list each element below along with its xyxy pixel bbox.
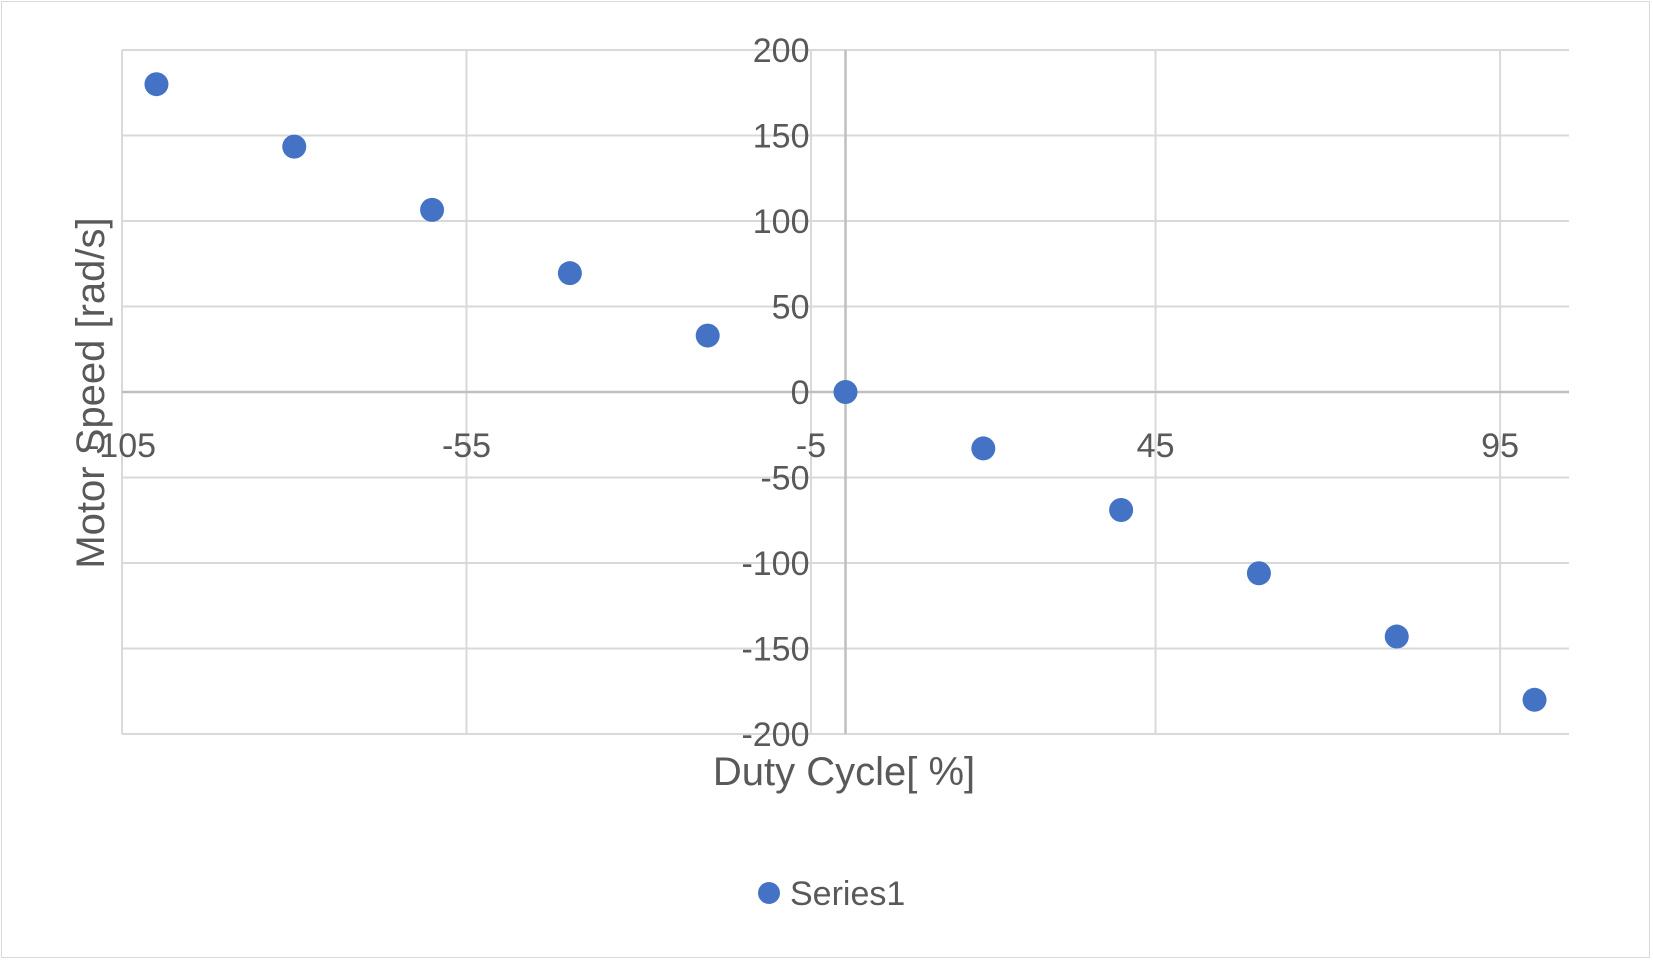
data-points [144, 72, 1547, 712]
y-tick-label: -50 [760, 460, 809, 498]
x-tick-label: -5 [796, 427, 826, 465]
legend-marker [758, 882, 780, 904]
data-point [557, 261, 582, 286]
y-axis-title: Motor Speed [rad/s] [69, 217, 113, 568]
x-tick-label: 95 [1481, 427, 1519, 465]
data-point [1384, 624, 1409, 649]
y-tick-label: -200 [741, 716, 809, 754]
y-tick-label: 100 [753, 203, 810, 241]
data-point [971, 436, 996, 461]
data-point [1522, 687, 1547, 712]
data-point [695, 323, 720, 348]
y-tick-label: -150 [741, 631, 809, 669]
y-tick-labels: 200 150 100 50 0 -50 -100 -150 -200 [741, 32, 809, 754]
data-point [420, 197, 445, 222]
legend: Series1 [758, 875, 905, 913]
y-tick-label: 0 [791, 374, 810, 412]
x-tick-label: -55 [442, 427, 491, 465]
legend-label: Series1 [790, 875, 905, 913]
x-tick-label: -105 [88, 427, 156, 465]
data-point [1109, 497, 1134, 522]
y-tick-label: 150 [753, 118, 810, 156]
x-tick-label: 45 [1137, 427, 1175, 465]
y-tick-label: -100 [741, 545, 809, 583]
data-point [144, 72, 169, 97]
x-axis-title: Duty Cycle[ %] [713, 750, 975, 794]
data-point [282, 134, 307, 159]
y-tick-label: 50 [772, 289, 810, 327]
data-point [1246, 561, 1271, 586]
y-tick-label: 200 [753, 32, 810, 70]
data-point [833, 380, 858, 404]
x-tick-labels: -105 -55 -5 45 95 [88, 427, 1519, 465]
